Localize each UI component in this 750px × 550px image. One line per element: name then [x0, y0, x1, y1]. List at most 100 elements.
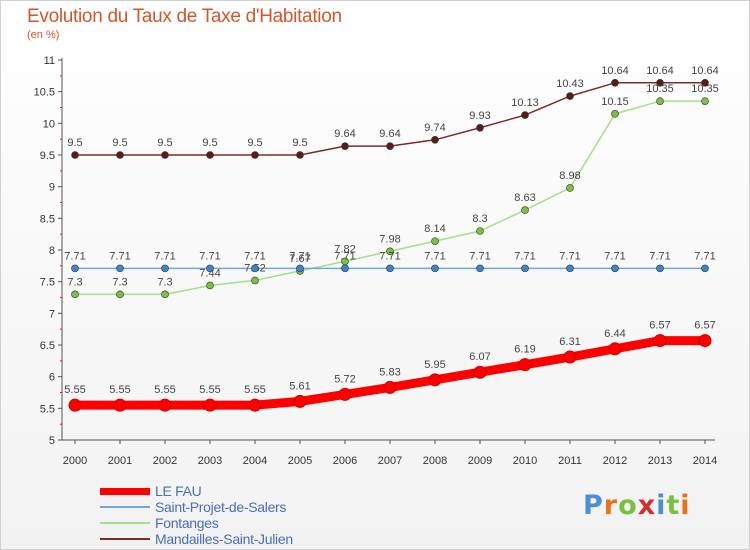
chart-subtitle: (en %) — [27, 29, 60, 41]
x-tick-label: 2008 — [423, 455, 447, 467]
data-label: 7.71 — [424, 250, 445, 262]
data-label: 7.71 — [199, 250, 220, 262]
data-label: 7.71 — [154, 250, 175, 262]
data-point — [521, 111, 529, 119]
data-point — [566, 264, 574, 273]
data-label: 10.15 — [601, 96, 629, 108]
y-tick-label: 5 — [49, 435, 55, 447]
x-tick-label: 2014 — [693, 455, 717, 467]
x-tick-label: 2004 — [243, 455, 267, 467]
data-label: 7.3 — [67, 276, 82, 288]
data-point — [386, 264, 394, 273]
data-point — [383, 380, 397, 394]
data-point — [338, 387, 352, 401]
data-label: 7.71 — [604, 250, 625, 262]
legend-label-fontanges: Fontanges — [155, 515, 219, 531]
x-tick-label: 2010 — [513, 455, 537, 467]
data-label: 7.44 — [199, 267, 220, 279]
data-label: 7.71 — [649, 250, 670, 262]
x-tick-label: 2011 — [558, 455, 582, 467]
y-tick-label: 8 — [49, 245, 55, 257]
legend-swatch-le-fau — [100, 488, 150, 495]
x-tick-label: 2012 — [603, 455, 627, 467]
data-label: 9.64 — [379, 128, 400, 140]
x-tick-label: 2006 — [333, 455, 357, 467]
data-label: 9.5 — [292, 137, 307, 149]
data-point — [71, 290, 79, 299]
data-label: 7.67 — [289, 253, 310, 265]
data-label: 7.3 — [157, 276, 172, 288]
data-point — [611, 79, 619, 87]
data-label: 5.83 — [379, 366, 400, 378]
data-point — [566, 92, 574, 100]
data-point — [161, 264, 169, 273]
data-label: 9.5 — [67, 137, 82, 149]
data-point — [473, 365, 487, 379]
data-label: 8.63 — [514, 192, 535, 204]
data-point — [521, 206, 529, 214]
data-label: 10.64 — [691, 65, 719, 77]
data-label: 9.64 — [334, 128, 355, 140]
data-label: 10.64 — [601, 65, 629, 77]
data-label: 5.61 — [289, 380, 310, 392]
data-point — [656, 264, 664, 273]
legend-swatch-mandailles-saint-julien — [100, 538, 150, 540]
data-point — [611, 264, 619, 273]
data-label: 7.3 — [112, 276, 127, 288]
data-point — [608, 342, 622, 356]
x-tick-label: 2007 — [378, 455, 402, 467]
data-label: 5.55 — [109, 384, 130, 396]
data-point — [653, 334, 667, 348]
data-point — [116, 151, 124, 159]
data-label: 6.31 — [559, 336, 580, 348]
data-point — [251, 264, 259, 273]
y-tick-label: 7.5 — [40, 277, 55, 289]
y-tick-label: 9.5 — [40, 150, 55, 162]
data-point — [431, 237, 439, 245]
x-tick-label: 2001 — [108, 455, 132, 467]
data-label: 5.55 — [64, 384, 85, 396]
data-point — [206, 281, 214, 290]
data-label: 5.55 — [154, 384, 175, 396]
data-label: 7.71 — [244, 250, 265, 262]
data-point — [116, 290, 124, 299]
data-point — [698, 334, 712, 348]
data-label: 5.72 — [334, 373, 355, 385]
data-point — [386, 142, 394, 150]
data-label: 7.71 — [109, 250, 130, 262]
data-point — [611, 110, 619, 118]
data-label: 6.19 — [514, 344, 535, 356]
data-label: 7.82 — [334, 243, 355, 255]
data-label: 7.98 — [379, 233, 400, 245]
y-tick-label: 11 — [44, 55, 55, 67]
data-point — [521, 264, 529, 273]
legend-label-le-fau: LE FAU — [155, 483, 202, 499]
legend-swatch-fontanges — [100, 522, 150, 524]
data-label: 7.71 — [289, 250, 310, 262]
data-label: 9.93 — [469, 110, 490, 122]
data-label: 9.5 — [112, 137, 127, 149]
data-point — [293, 394, 307, 408]
x-tick-label: 2013 — [648, 455, 672, 467]
data-label: 10.35 — [646, 83, 674, 95]
data-point — [71, 151, 79, 159]
data-point — [161, 151, 169, 159]
data-label: 6.07 — [469, 351, 490, 363]
data-point — [428, 373, 442, 387]
data-point — [206, 151, 214, 159]
data-label: 7.71 — [379, 250, 400, 262]
data-label: 6.57 — [694, 320, 715, 332]
proxiti-logo: Proxiti — [583, 490, 691, 521]
y-tick-label: 9 — [49, 182, 55, 194]
data-label: 6.57 — [649, 320, 670, 332]
data-point — [68, 398, 82, 412]
chart-title: Evolution du Taux de Taxe d'Habitation — [27, 6, 342, 27]
y-tick-label: 7 — [49, 308, 55, 320]
data-point — [431, 264, 439, 273]
data-label: 10.64 — [646, 65, 674, 77]
data-point — [251, 276, 259, 285]
data-label: 7.71 — [559, 250, 580, 262]
data-label: 9.5 — [247, 137, 262, 149]
data-point — [206, 264, 214, 273]
data-label: 5.95 — [424, 359, 445, 371]
